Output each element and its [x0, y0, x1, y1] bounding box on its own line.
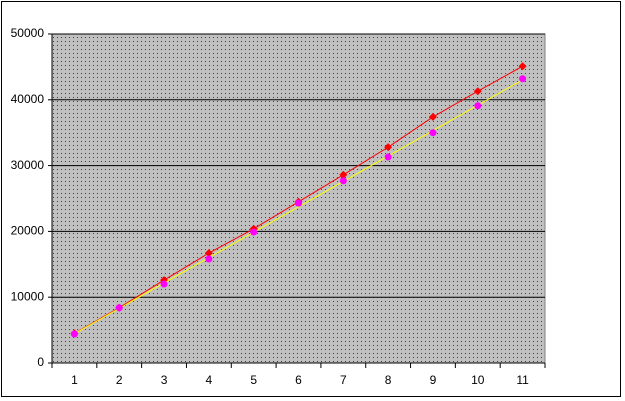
x-tick-label: 4	[206, 373, 213, 387]
x-tick-label: 1	[71, 373, 78, 387]
x-tick-label: 10	[471, 373, 485, 387]
y-tick-label: 30000	[11, 158, 45, 172]
marker	[295, 199, 302, 207]
trendline	[74, 79, 523, 335]
marker	[384, 153, 392, 161]
x-tick-label: 9	[430, 373, 437, 387]
x-tick-label: 2	[116, 373, 123, 387]
marker	[160, 280, 168, 288]
marker	[70, 330, 78, 338]
y-tick-label: 0	[37, 355, 44, 369]
x-tick-label: 8	[385, 373, 392, 387]
marker	[518, 62, 527, 71]
marker	[204, 249, 213, 258]
marker	[205, 255, 213, 263]
marker	[429, 129, 437, 137]
marker	[115, 304, 123, 312]
y-tick-label: 20000	[11, 224, 45, 238]
marker	[339, 170, 348, 179]
x-tick-label: 3	[161, 373, 168, 387]
x-tick-label: 6	[295, 373, 302, 387]
y-tick-label: 50000	[11, 26, 45, 40]
x-tick-label: 5	[250, 373, 257, 387]
marker	[339, 177, 347, 185]
x-tick-label: 11	[516, 373, 529, 387]
marker	[384, 143, 393, 152]
marker	[428, 112, 437, 121]
x-tick-label: 7	[340, 373, 347, 387]
marker	[250, 228, 258, 236]
y-tick-label: 40000	[11, 92, 45, 106]
marker	[474, 102, 482, 110]
marker	[473, 87, 482, 96]
marker	[519, 75, 527, 83]
y-tick-label: 10000	[11, 289, 45, 303]
